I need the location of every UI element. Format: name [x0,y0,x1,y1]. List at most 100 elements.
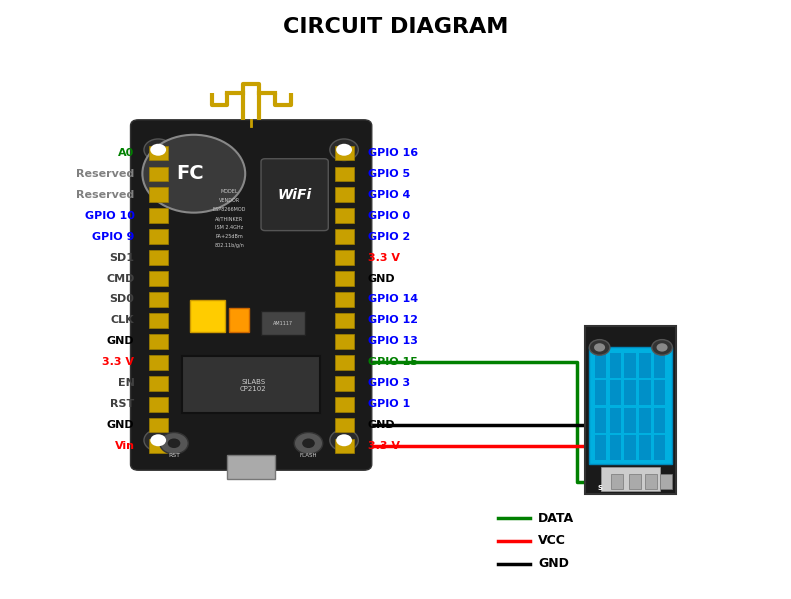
Circle shape [150,434,166,446]
Bar [610,407,621,432]
Circle shape [330,139,358,161]
Bar [149,167,168,181]
Bar [149,439,168,453]
Bar [149,208,168,223]
Bar [335,208,354,223]
Text: SD1: SD1 [109,253,134,262]
Text: Reserved: Reserved [76,190,134,199]
Bar [149,146,168,160]
Text: GPIO 12: GPIO 12 [368,316,418,325]
Circle shape [150,144,166,156]
Bar [149,418,168,432]
Bar [595,435,607,460]
Text: GPIO 4: GPIO 4 [368,190,411,199]
Bar [639,407,650,432]
Text: 3.3 V: 3.3 V [368,441,399,451]
Bar [595,380,607,405]
Circle shape [160,432,188,454]
Bar [601,467,660,491]
Bar [653,407,665,432]
Text: SILABS
CP2102: SILABS CP2102 [240,379,267,392]
Text: CLK: CLK [111,316,134,325]
Text: PA+25dBm: PA+25dBm [215,234,244,239]
Bar [624,407,636,432]
Text: GND: GND [368,420,396,430]
Bar [149,355,168,370]
Circle shape [168,438,180,448]
FancyBboxPatch shape [261,159,328,231]
Text: VENDOR: VENDOR [219,198,240,203]
Text: Reserved: Reserved [76,169,134,179]
Bar [653,435,665,460]
Bar [149,292,168,307]
FancyBboxPatch shape [131,120,372,470]
Bar [660,474,672,489]
Circle shape [142,135,245,213]
Bar [149,313,168,328]
Bar [653,380,665,405]
Bar [335,167,354,181]
Text: EN: EN [118,379,134,388]
Bar [335,271,354,286]
Text: GPIO 2: GPIO 2 [368,232,410,241]
Text: GPIO 16: GPIO 16 [368,148,418,158]
Text: GPIO 14: GPIO 14 [368,295,418,304]
Text: Vin: Vin [115,441,134,451]
Text: GPIO 15: GPIO 15 [368,358,418,367]
Text: CIRCUIT DIAGRAM: CIRCUIT DIAGRAM [283,17,508,37]
Bar [228,455,275,479]
Bar [190,300,225,332]
Text: GPIO 13: GPIO 13 [368,337,418,346]
Text: GND: GND [538,557,569,570]
Bar [149,250,168,265]
Text: GPIO 1: GPIO 1 [368,400,410,409]
Text: GPIO 5: GPIO 5 [368,169,410,179]
Bar [624,435,636,460]
Text: VCC: VCC [538,534,566,547]
Text: SD0: SD0 [110,295,134,304]
Bar [149,271,168,286]
Bar [624,353,636,378]
Text: RST: RST [168,453,180,458]
Text: A0: A0 [118,148,134,158]
Bar [595,407,607,432]
Circle shape [144,139,172,161]
Bar [335,355,354,370]
Text: GPIO 9: GPIO 9 [92,232,134,241]
Bar [149,334,168,349]
Bar [149,187,168,202]
Bar [595,353,607,378]
Circle shape [144,429,172,451]
Bar [335,334,354,349]
Bar [611,474,623,489]
Bar [149,397,168,412]
Bar [149,229,168,244]
Bar [335,439,354,453]
Circle shape [336,434,352,446]
Bar [335,229,354,244]
Text: GND: GND [368,274,396,283]
Bar [610,380,621,405]
Text: 3.3 V: 3.3 V [103,358,134,367]
Circle shape [657,343,668,352]
Text: 802.11b/g/n: 802.11b/g/n [214,243,244,248]
Bar [261,311,305,335]
Bar [335,376,354,391]
Bar [149,376,168,391]
Bar [335,292,354,307]
Circle shape [594,343,605,352]
Text: FLASH: FLASH [300,453,317,458]
Bar [639,435,650,460]
Bar [335,146,354,160]
Text: MODEL: MODEL [221,189,238,194]
Bar [610,435,621,460]
Text: RST: RST [110,400,134,409]
Text: CMD: CMD [106,274,134,283]
Text: AI/THINKER: AI/THINKER [215,216,244,221]
Text: GPIO 0: GPIO 0 [368,211,410,220]
Circle shape [589,340,610,355]
Bar [629,474,641,489]
Text: WiFi: WiFi [277,187,312,202]
Text: ESP8266MOD: ESP8266MOD [213,207,246,212]
Text: GPIO 3: GPIO 3 [368,379,410,388]
